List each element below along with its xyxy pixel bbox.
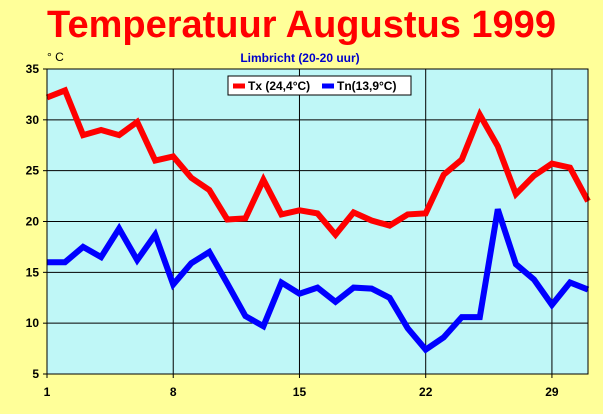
y-tick-label: 35 <box>26 62 40 76</box>
x-tick-label: 1 <box>44 385 51 399</box>
y-tick-label: 25 <box>26 164 40 178</box>
chart-title: Temperatuur Augustus 1999 <box>47 4 556 46</box>
series-line-tx <box>45 86 591 240</box>
y-axis-ticks: 5 10 15 20 25 30 35 <box>26 62 47 381</box>
y-tick-label: 30 <box>26 113 40 127</box>
x-tick-label: 15 <box>293 385 307 399</box>
y-axis-unit: ° C <box>47 50 64 64</box>
x-tick-label: 8 <box>170 385 177 399</box>
x-axis-ticks: 1 8 15 22 29 <box>44 374 559 399</box>
y-tick-label: 15 <box>26 265 40 279</box>
series-lines <box>45 86 591 354</box>
legend: Tx (24,4°C) Tn(13,9°C) <box>227 75 412 96</box>
x-tick-label: 29 <box>545 385 559 399</box>
series-line-tn <box>47 208 590 354</box>
y-tick-label: 10 <box>26 316 40 330</box>
legend-label-tx: Tx (24,4°C) <box>248 79 310 93</box>
chart-subtitle: Limbricht (20-20 uur) <box>240 51 360 65</box>
legend-box <box>227 75 412 96</box>
x-tick-label: 22 <box>419 385 433 399</box>
y-tick-label: 5 <box>32 367 39 381</box>
y-tick-label: 20 <box>26 215 40 229</box>
legend-label-tn: Tn(13,9°C) <box>337 79 396 93</box>
